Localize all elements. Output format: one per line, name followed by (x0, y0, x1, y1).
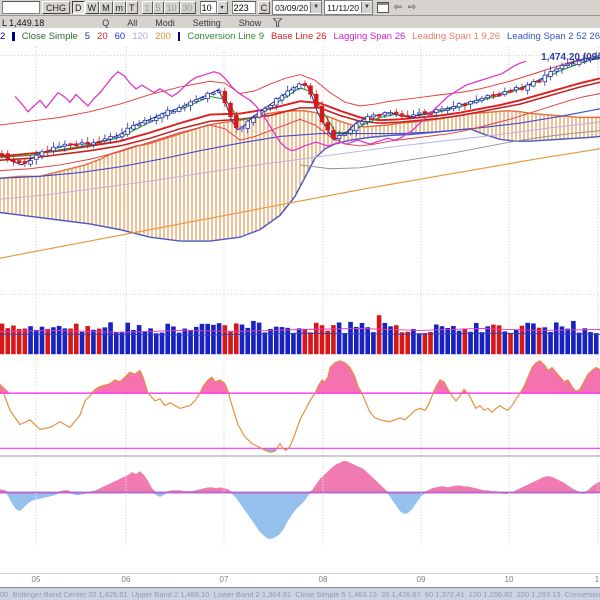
minute-button-1[interactable]: 1 (141, 1, 153, 14)
x-axis-labels: 05 06 07 08 09 10 1 (0, 573, 600, 587)
count-spinner-button[interactable]: ▾ (216, 1, 228, 14)
view-button-show[interactable]: Show (233, 17, 268, 29)
minute-button-group: 1 5 10 30 (141, 1, 196, 14)
bar-count-input[interactable] (231, 1, 256, 14)
chg-button[interactable]: CHG (42, 1, 70, 14)
legend-item: 60 (114, 31, 126, 42)
date-to-dropdown[interactable]: 11/11/20 ▼ (324, 0, 373, 15)
month-label: 09 (416, 575, 426, 584)
status-bar: 00 Bollinger Band Center 20 1,425.51 Upp… (0, 587, 600, 600)
legend-item: Conversion Line 9 (187, 31, 264, 42)
legend-item: Leading Span 2 52 26 (507, 31, 600, 42)
period-button-W[interactable]: W (84, 1, 99, 14)
legend-item: 120 (132, 31, 149, 42)
chevron-down-icon[interactable]: ▼ (310, 2, 322, 13)
legend-item: Close Simple (21, 31, 78, 42)
period-button-M[interactable]: M (99, 1, 113, 14)
compare-button[interactable]: C (257, 1, 271, 14)
legend-item: 2 (0, 31, 6, 42)
view-button-modi[interactable]: Modi (149, 17, 181, 29)
legend-item: Leading Span 1 9,26 (412, 31, 500, 42)
last-price-label: L 1,449.18 (2, 17, 45, 28)
month-label: 06 (121, 575, 131, 584)
symbol-input[interactable] (2, 1, 40, 14)
count-small-input[interactable] (199, 1, 217, 14)
chart-canvas[interactable] (0, 28, 600, 572)
view-button-group: Q All Modi Setting Show (96, 17, 267, 29)
minute-button-10[interactable]: 10 (163, 1, 180, 14)
month-label: 08 (318, 575, 328, 584)
indicator-legend: 2 Close Simple 5 20 60 120 200 Conversion Line … (0, 31, 600, 42)
legend-item: 20 (97, 31, 108, 42)
view-button-all[interactable]: All (121, 17, 143, 29)
legend-separator (177, 32, 181, 41)
minute-button-30[interactable]: 30 (179, 1, 196, 14)
month-label: 05 (31, 575, 41, 584)
period-button-T[interactable]: T (126, 1, 138, 14)
legend-item: 5 (84, 31, 91, 42)
date-to-value: 11/11/20 (327, 2, 359, 13)
arrow-left-icon[interactable]: ⇦ (391, 2, 405, 14)
legend-item: 200 (155, 31, 171, 42)
price-label: 1,474.20 (09/ (541, 52, 600, 63)
filter-funnel-icon[interactable] (273, 18, 283, 27)
save-layout-icon[interactable] (376, 2, 389, 13)
legend-item: Base Line 26 (270, 31, 327, 42)
month-label: 10 (504, 575, 514, 584)
chevron-down-icon[interactable]: ▼ (360, 2, 372, 13)
legend-item: Lagging Span 26 (333, 31, 406, 42)
arrow-right-icon[interactable]: ⇨ (405, 2, 419, 14)
chart-area[interactable]: 2 Close Simple 5 20 60 120 200 Conversion Line … (0, 28, 600, 587)
period-button-D[interactable]: D (72, 1, 85, 14)
month-label: 1 (594, 575, 600, 584)
period-button-m[interactable]: m (112, 1, 126, 14)
minute-button-5[interactable]: 5 (152, 1, 164, 14)
toolbar-row-2: L 1,449.18 Q All Modi Setting Show (0, 16, 600, 29)
month-label: 07 (219, 575, 229, 584)
date-from-dropdown[interactable]: 03/09/20 ▼ (272, 0, 323, 15)
legend-separator (12, 32, 15, 41)
date-from-value: 03/09/20 (275, 2, 309, 13)
view-button-q[interactable]: Q (96, 17, 115, 29)
view-button-setting[interactable]: Setting (187, 17, 227, 29)
